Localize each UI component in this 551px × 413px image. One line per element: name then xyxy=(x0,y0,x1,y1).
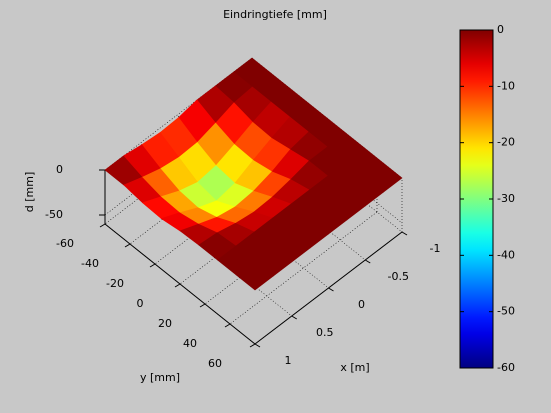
y-axis-label: y [mm] xyxy=(140,371,180,384)
colorbar-tick-label: -50 xyxy=(497,305,515,318)
z-tick-label: 0 xyxy=(56,163,63,176)
grid-line xyxy=(104,102,253,216)
y-tick xyxy=(249,343,256,348)
x-tick xyxy=(401,231,408,236)
z-tick-label: -50 xyxy=(45,208,63,221)
y-tick-label: 40 xyxy=(183,337,197,350)
y-tick-label: 60 xyxy=(208,357,222,370)
colorbar-tick-label: -20 xyxy=(497,136,515,149)
y-tick xyxy=(149,263,156,268)
y-tick-label: 0 xyxy=(137,297,144,310)
x-tick xyxy=(254,343,261,348)
y-tick xyxy=(174,283,181,288)
x-axis-label: x [m] xyxy=(340,361,369,374)
y-tick-label: -60 xyxy=(56,237,74,250)
colorbar-tick-label: -40 xyxy=(497,248,515,261)
chart-title: Eindringtiefe [mm] xyxy=(223,8,327,21)
x-tick-label: -0.5 xyxy=(388,270,409,283)
grid-line xyxy=(229,211,378,325)
y-tick-label: 20 xyxy=(158,317,172,330)
colorbar xyxy=(459,29,494,369)
z-axis-label: d [mm] xyxy=(23,172,36,213)
colorbar-tick-label: -10 xyxy=(497,79,515,92)
grid-line xyxy=(104,57,253,171)
colorbar-tick-label: 0 xyxy=(497,23,504,36)
x-tick-label: -1 xyxy=(430,242,441,255)
colorbar-tick-label: -60 xyxy=(497,361,515,374)
x-tick-label: 0 xyxy=(358,298,365,311)
y-tick-label: -20 xyxy=(106,277,124,290)
y-tick xyxy=(224,323,231,328)
y-tick-label: -40 xyxy=(81,257,99,270)
x-tick-label: 1 xyxy=(285,354,292,367)
x-tick xyxy=(364,259,371,264)
x-tick xyxy=(328,287,334,292)
x-tick-label: 0.5 xyxy=(316,326,334,339)
colorbar-tick-label: -30 xyxy=(497,192,515,205)
y-tick xyxy=(99,223,106,228)
surface xyxy=(104,57,403,291)
surface-patch xyxy=(235,260,274,291)
y-tick xyxy=(124,243,131,248)
x-tick xyxy=(291,315,298,320)
y-tick xyxy=(199,303,206,308)
